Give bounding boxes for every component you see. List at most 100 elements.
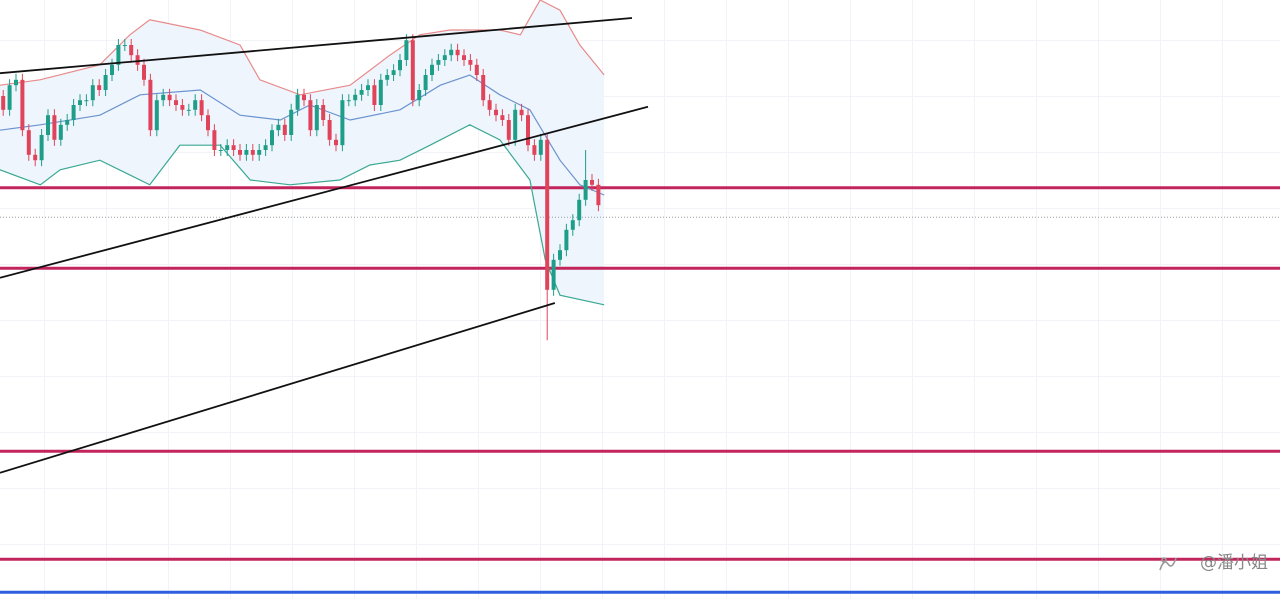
candle-body: [455, 49, 460, 56]
candle-body: [167, 94, 172, 101]
candle-body: [551, 259, 556, 290]
candle-body: [532, 145, 537, 155]
candle-body: [250, 150, 255, 155]
candle-body: [462, 55, 466, 60]
candle-body: [423, 75, 428, 90]
candle-body: [65, 120, 70, 125]
candle-body: [526, 115, 530, 146]
candle-body: [84, 100, 89, 102]
candle-body: [199, 100, 204, 116]
candle-body: [410, 40, 415, 101]
candle-body: [212, 130, 217, 150]
candle-body: [417, 90, 422, 101]
candle-body: [500, 115, 505, 120]
candle-body: [263, 145, 268, 150]
candle-body: [558, 250, 562, 260]
candle-body: [148, 79, 153, 131]
band-line: [0, 124, 605, 306]
candle-body: [353, 94, 358, 101]
candle-body: [180, 105, 185, 110]
candle-body: [583, 180, 588, 200]
candle-body: [308, 100, 313, 131]
candle-body: [289, 109, 294, 135]
candle-body: [314, 105, 319, 131]
candle-body: [20, 79, 25, 131]
candle-body: [430, 64, 434, 75]
candle-body: [122, 45, 127, 46]
candle-body: [97, 85, 102, 90]
band-fill: [0, 0, 605, 305]
trend-line: [0, 105, 649, 279]
candle-body: [519, 109, 524, 116]
candle-body: [321, 105, 326, 120]
candle-body: [231, 145, 236, 150]
candle-body: [474, 64, 479, 75]
candle-body: [449, 49, 454, 56]
candle-body: [26, 130, 31, 155]
candle-body: [442, 55, 447, 60]
candle-body: [225, 145, 230, 150]
candle-body: [366, 85, 370, 90]
trend-line: [0, 17, 633, 75]
candle-body: [468, 60, 473, 65]
candle-body: [564, 229, 569, 251]
candle-body: [186, 109, 191, 111]
candle-body: [385, 75, 390, 80]
candle-body: [135, 55, 140, 65]
watermark-icon: [1159, 557, 1177, 571]
band-line: [0, 0, 605, 96]
trend-line: [0, 302, 556, 474]
candle-body: [39, 135, 44, 161]
candle-body: [7, 85, 12, 110]
candle-body: [193, 100, 198, 110]
candle-body: [78, 100, 82, 105]
candle-body: [487, 100, 492, 110]
candle-body: [142, 64, 146, 80]
candle-body: [577, 199, 582, 221]
candle-body: [46, 115, 50, 135]
candle-body: [372, 85, 377, 105]
candle-body: [52, 115, 57, 140]
candle-body: [391, 70, 396, 75]
candle-body: [71, 105, 76, 120]
watermark: @潘小姐: [1200, 553, 1268, 573]
candle-body: [14, 79, 18, 86]
candle-body: [129, 45, 134, 56]
candle-body: [334, 139, 338, 146]
candle-body: [33, 154, 38, 161]
candle-body: [513, 109, 518, 140]
candle-body: [161, 94, 166, 101]
candle-body: [302, 94, 306, 101]
candle-body: [404, 40, 409, 60]
candle-body: [436, 60, 441, 65]
candle-body: [270, 130, 274, 146]
band-line: [0, 74, 605, 196]
candle-body: [570, 220, 575, 230]
candle-body: [506, 120, 511, 140]
candle-body: [1, 96, 6, 110]
candle-body: [494, 109, 498, 116]
candle-body: [538, 139, 543, 155]
candle-body: [327, 120, 332, 140]
candle-body: [596, 184, 601, 206]
candle-body: [58, 124, 63, 140]
candle-body: [154, 100, 159, 131]
candle-body: [282, 124, 287, 135]
candle-body: [238, 150, 242, 155]
candle-body: [340, 100, 345, 146]
candle-body: [90, 85, 95, 101]
candle-body: [378, 79, 383, 105]
candle-body: [346, 100, 351, 102]
candle-body: [545, 139, 550, 290]
candle-body: [398, 60, 402, 71]
candle-body: [218, 150, 223, 151]
candle-body: [174, 100, 178, 105]
candle-body: [295, 94, 300, 110]
candle-body: [206, 115, 210, 131]
candle-body: [481, 75, 486, 101]
candle-body: [110, 64, 114, 75]
candle-body: [103, 75, 108, 90]
